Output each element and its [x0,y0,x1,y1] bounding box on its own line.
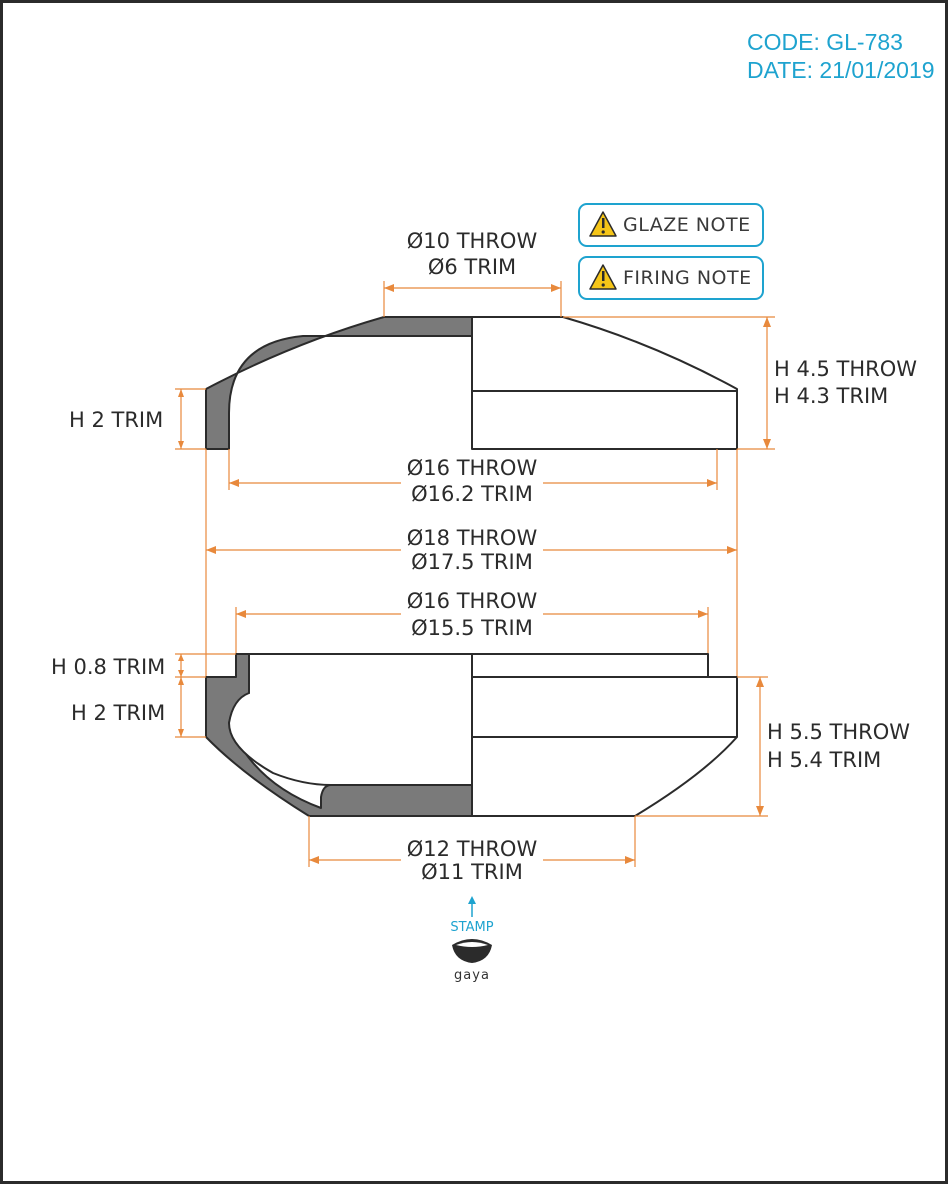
bottom-height-dimension [635,676,768,817]
firing-note-label: FIRING NOTE [623,267,752,289]
technical-drawing: CODE: GL-783 DATE: 21/01/2019 GLAZE NOTE… [51,29,935,983]
top-height-throw-label: H 4.5 THROW [774,357,917,381]
stamp-label: STAMP [450,920,493,935]
flange-diameter-throw-label: Ø16 THROW [407,589,538,613]
glaze-note-label: GLAZE NOTE [623,214,751,236]
stamp-brand: gaya [454,968,490,983]
drawing-date: DATE: 21/01/2019 [747,57,935,83]
flange-height-label: H 0.8 TRIM [51,655,165,679]
top-inner-diameter-trim-label: Ø16.2 TRIM [411,482,533,506]
bottom-piece-profile [205,653,738,817]
bottom-wall-height-label: H 2 TRIM [71,701,165,725]
stamp-arrow-icon [468,896,476,917]
firing-note-button[interactable]: FIRING NOTE [578,256,764,300]
top-height-dimension [563,316,775,450]
warning-icon [589,264,617,290]
base-diameter-trim-label: Ø11 TRIM [421,860,523,884]
top-piece-profile [205,316,738,450]
gaya-logo-icon [452,939,492,963]
top-diameter-dimension [383,281,562,317]
top-wall-height-dimension [175,388,206,450]
top-wall-height-label: H 2 TRIM [69,408,163,432]
product-code: CODE: GL-783 [747,29,903,55]
outer-diameter-throw-label: Ø18 THROW [407,526,538,550]
top-diameter-throw-label: Ø10 THROW [407,229,538,253]
top-inner-diameter-throw-label: Ø16 THROW [407,456,538,480]
top-height-trim-label: H 4.3 TRIM [774,384,888,408]
bottom-height-throw-label: H 5.5 THROW [767,720,910,744]
base-diameter-throw-label: Ø12 THROW [407,837,538,861]
top-diameter-trim-label: Ø6 TRIM [428,255,516,279]
bottom-height-trim-label: H 5.4 TRIM [767,748,881,772]
glaze-note-button[interactable]: GLAZE NOTE [578,203,764,247]
warning-icon [589,211,617,237]
flange-height-dimension [175,653,236,678]
outer-diameter-trim-label: Ø17.5 TRIM [411,550,533,574]
flange-diameter-trim-label: Ø15.5 TRIM [411,616,533,640]
bottom-wall-height-dimension [175,677,206,738]
